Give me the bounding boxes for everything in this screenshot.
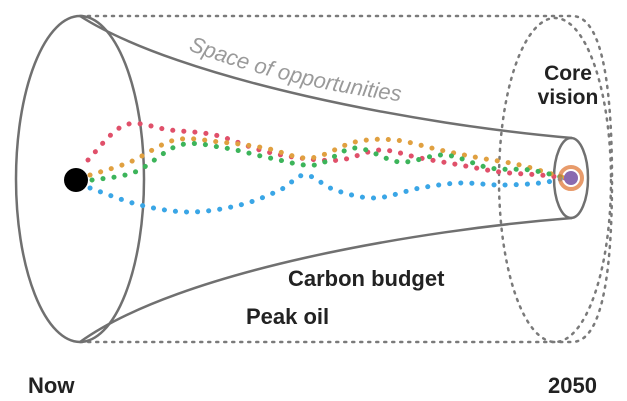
red-path [85, 120, 568, 181]
now-label: Now [28, 373, 75, 398]
space-of-opportunities-label: Space of opportunities [186, 31, 403, 106]
carbon-budget-label: Carbon budget [288, 266, 445, 291]
core-vision-target-ring [558, 165, 584, 191]
time-horizon-box [78, 14, 614, 344]
peak-oil-label: Peak oil [246, 304, 330, 329]
orange-path [87, 136, 568, 181]
funnel-outline [79, 14, 573, 344]
year-2050-label: 2050 [548, 373, 597, 398]
trajectory-paths [85, 120, 568, 215]
core-vision-target [564, 171, 578, 185]
funnel-mouth [14, 14, 146, 344]
green-path [89, 140, 568, 183]
core-vision-boundary [497, 16, 613, 344]
blue-path [87, 172, 568, 215]
core-vision-label: Core vision [537, 62, 599, 109]
start-point [64, 168, 88, 192]
